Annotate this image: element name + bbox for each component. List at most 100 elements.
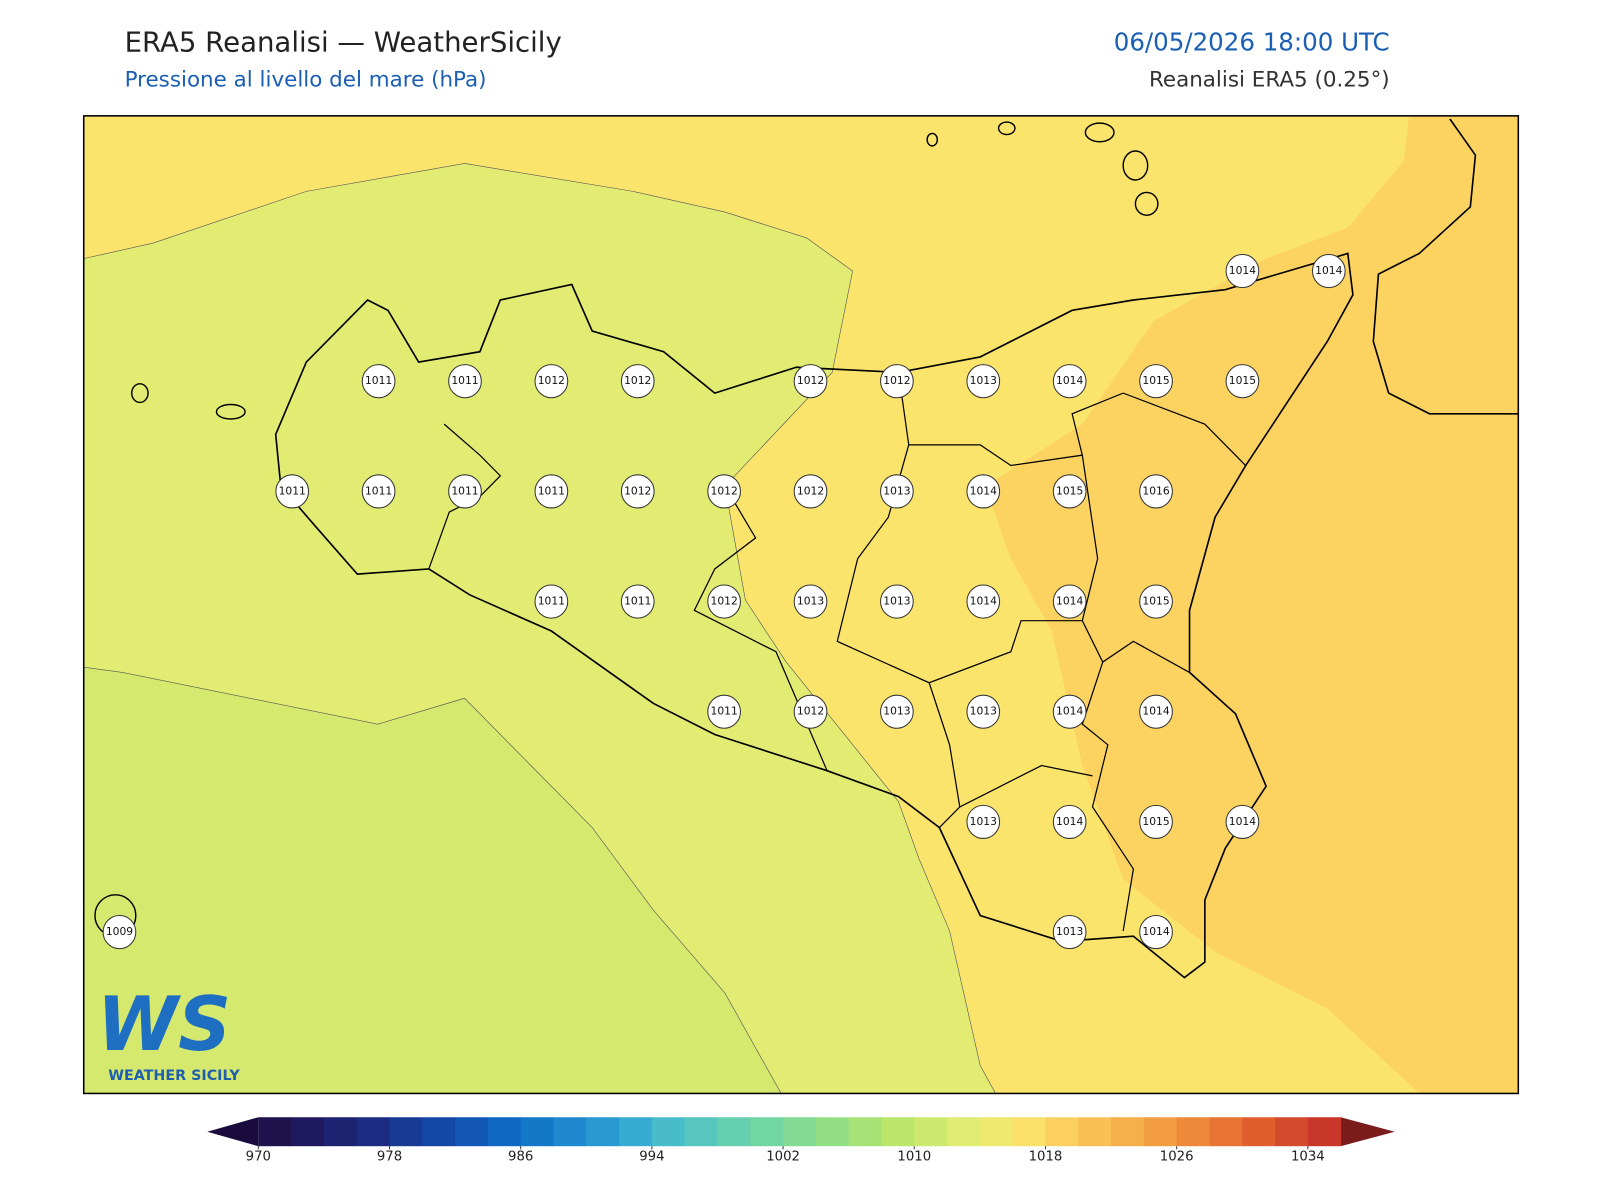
station-marker [534,584,569,619]
subtitle: Pressione al livello del mare (hPa) [125,68,487,93]
province-borders [428,423,502,570]
colorbar-tick-label: 978 [377,1150,402,1165]
colorbar-segment [1143,1117,1178,1147]
island [926,132,939,147]
station-value: 1014 [1229,264,1256,277]
station-marker [880,364,914,399]
station-value: 1013 [970,374,997,387]
island [1084,122,1115,143]
station-value: 1012 [711,484,738,497]
station-value: 1013 [883,595,910,608]
station-value: 1012 [883,374,910,387]
province-borders [959,764,1093,808]
station-value: 1015 [1142,815,1169,828]
colorbar-segment [389,1117,423,1147]
station-value: 1009 [106,925,133,938]
station-value: 1012 [538,374,565,387]
station-value: 1015 [1142,374,1169,387]
island [1122,150,1149,181]
colorbar-segment [914,1117,948,1147]
station-marker [1139,474,1173,509]
colorbar-segment [520,1117,555,1147]
station-marker [707,584,741,619]
station-marker [1225,364,1260,399]
logo: WS WEATHER SICILY [97,982,240,1084]
colorbar-segment [323,1117,358,1147]
province-borders [908,392,1247,467]
station-marker [1139,694,1173,729]
station-marker [448,364,482,399]
station-marker [1052,694,1087,729]
station-value: 1013 [797,595,824,608]
island [1134,191,1159,216]
station-marker [880,584,914,619]
colorbar-segment [258,1117,292,1147]
station-marker [966,474,1001,509]
station-value: 1011 [279,484,306,497]
island [131,383,149,404]
datetime: 06/05/2026 18:00 UTC [1114,27,1390,56]
station-value: 1011 [451,484,478,497]
station-marker [707,474,741,509]
station-value: 1012 [797,484,824,497]
station-marker [534,364,569,399]
colorbar-segment [356,1117,391,1147]
colorbar-segment [1275,1117,1309,1147]
province-borders [693,485,828,771]
colorbar-tick-label: 1018 [1029,1150,1063,1165]
station-marker [1052,804,1087,839]
colorbar-segment [1045,1117,1079,1147]
colorbar-segment [553,1117,587,1147]
station-value: 1011 [538,595,565,608]
colorbar-tick-label: 1026 [1160,1150,1194,1165]
colorbar-segment [1209,1117,1243,1147]
station-marker [361,364,396,399]
colorbar-segment [815,1117,850,1147]
colorbar-segment [1111,1117,1145,1147]
island [997,121,1016,136]
station-marker [1052,364,1087,399]
station-value: 1014 [1056,595,1083,608]
colorbar-segment [1078,1117,1112,1147]
station-marker [620,474,655,509]
source: Reanalisi ERA5 (0.25°) [1149,68,1390,93]
colorbar-segment [1242,1117,1276,1147]
station-value: 1011 [711,705,738,718]
station-value: 1016 [1142,484,1169,497]
station-marker [793,364,828,399]
station-value: 1013 [1056,925,1083,938]
colorbar-segment [947,1117,981,1147]
station-value: 1013 [970,705,997,718]
station-marker [1311,253,1346,289]
station-marker [1139,364,1173,399]
colorbar-segment [422,1117,456,1147]
coastline-calabria [1372,118,1519,415]
colorbar-segment [651,1117,686,1147]
colorbar-tick-label: 1010 [897,1150,931,1165]
station-marker [793,474,828,509]
colorbar-segment [979,1117,1014,1147]
logo-mark: WS [97,982,231,1069]
station-value: 1015 [1229,374,1256,387]
colorbar-segment [455,1117,489,1147]
station-value: 1011 [365,484,392,497]
station-value: 1014 [1142,705,1169,718]
colorbar: 970 978 986 994 1002 1010 1018 1026 1034 [207,1117,1395,1165]
station-marker [275,474,310,509]
station-value: 1012 [624,374,651,387]
station-value: 1014 [1056,815,1083,828]
colorbar-segment [848,1117,882,1147]
station-marker [361,474,396,509]
station-labels: 1014 1014 1011 1011 1012 1012 1012 1012 1013 1014… [102,253,1346,950]
station-marker [1225,253,1260,289]
colorbar-segment [684,1117,719,1147]
station-marker [880,694,914,729]
station-value: 1012 [711,595,738,608]
colorbar-segment [586,1117,620,1147]
station-value: 1013 [883,484,910,497]
station-value: 1014 [1056,705,1083,718]
station-marker [102,915,137,950]
station-value: 1014 [970,595,997,608]
